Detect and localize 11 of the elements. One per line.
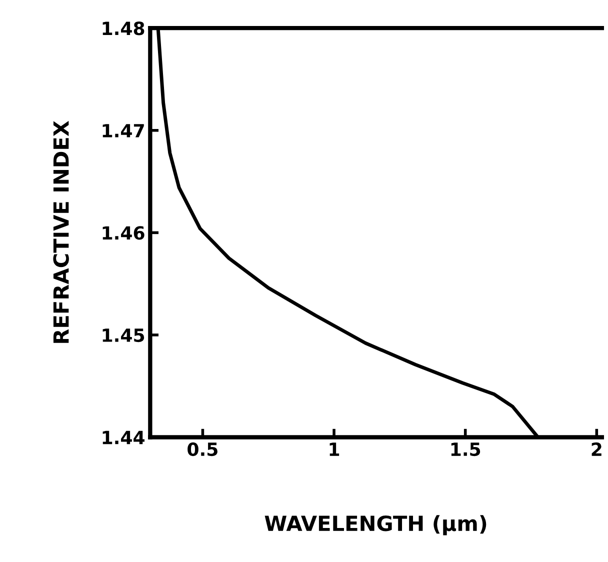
x-tick-label: 2 bbox=[592, 442, 602, 456]
x-tick-label: 1.5 bbox=[451, 442, 480, 456]
y-tick-label: 1.47 bbox=[102, 124, 144, 138]
y-axis-title: REFRACTIVE INDEX bbox=[53, 120, 69, 343]
x-axis-title: WAVELENGTH (µm) bbox=[264, 515, 486, 536]
x-tick-label: 0.5 bbox=[188, 442, 218, 456]
x-tick-label: 1 bbox=[330, 442, 340, 456]
y-tick-label: 1.44 bbox=[102, 430, 144, 444]
y-tick-label: 1.48 bbox=[102, 22, 144, 36]
y-tick-label: 1.45 bbox=[102, 328, 144, 342]
y-tick-label: 1.46 bbox=[102, 226, 144, 240]
